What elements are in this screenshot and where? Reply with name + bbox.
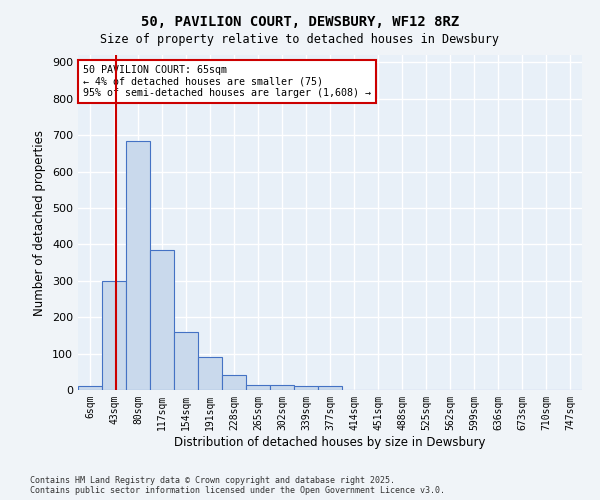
Bar <box>102 281 126 390</box>
Bar <box>126 140 150 390</box>
Y-axis label: Number of detached properties: Number of detached properties <box>34 130 46 316</box>
Bar <box>222 376 246 390</box>
Text: Size of property relative to detached houses in Dewsbury: Size of property relative to detached ho… <box>101 32 499 46</box>
Bar <box>174 332 198 390</box>
Bar <box>198 357 222 390</box>
Text: Contains HM Land Registry data © Crown copyright and database right 2025.
Contai: Contains HM Land Registry data © Crown c… <box>30 476 445 495</box>
X-axis label: Distribution of detached houses by size in Dewsbury: Distribution of detached houses by size … <box>174 436 486 448</box>
Bar <box>246 384 270 390</box>
Bar <box>78 386 102 390</box>
Bar <box>294 386 318 390</box>
Bar <box>318 386 342 390</box>
Text: 50 PAVILION COURT: 65sqm
← 4% of detached houses are smaller (75)
95% of semi-de: 50 PAVILION COURT: 65sqm ← 4% of detache… <box>83 65 371 98</box>
Bar <box>150 250 174 390</box>
Text: 50, PAVILION COURT, DEWSBURY, WF12 8RZ: 50, PAVILION COURT, DEWSBURY, WF12 8RZ <box>141 15 459 29</box>
Bar <box>270 385 294 390</box>
